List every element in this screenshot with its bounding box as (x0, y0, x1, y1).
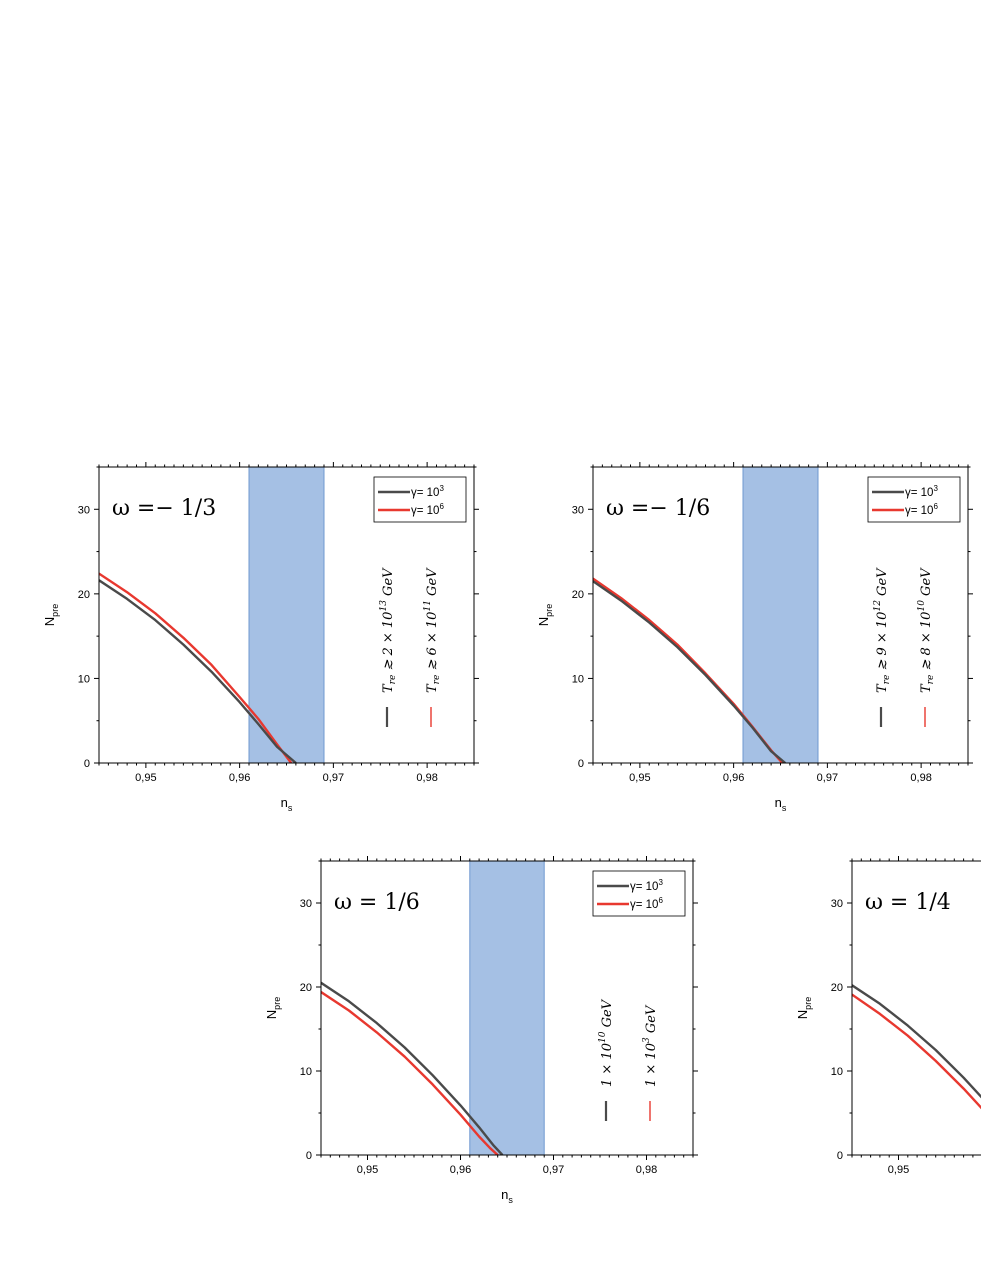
x-tick-label: 0,98 (416, 772, 437, 784)
chart-panel-bottom-left: 0,95 0,96 0,97 0,98 0 10 20 30 ns Npre ω = 1/6 γ= 1… (264, 856, 698, 1205)
y-axis-title: Npre (536, 604, 554, 626)
observational-band (469, 860, 545, 1156)
legend: γ= 103 γ= 106 (373, 476, 467, 523)
chart-panel-top-left: 0,95 0,96 0,97 0,98 0 10 20 30 ns Npre ω =− 1/3 γ= … (42, 462, 479, 813)
ticks (94, 462, 479, 768)
temperature-text: Tre ≳ 2 × 1013 GeV (379, 567, 398, 693)
legend-entry: γ= 106 (905, 502, 938, 517)
temperature-text: Tre ≳ 9 × 1012 GeV (873, 567, 892, 693)
series-line-gamma-1e3 (99, 579, 297, 763)
x-tick-label: 0,95 (135, 772, 156, 784)
x-axis-title: ns (775, 795, 787, 813)
y-tick-label: 0 (578, 758, 584, 770)
y-tick-label: 10 (572, 673, 584, 685)
y-axis-title: Npre (264, 997, 282, 1019)
y-axis-title: Npre (795, 997, 813, 1019)
ticks (847, 856, 974, 1160)
series-line-gamma-1e3 (321, 981, 504, 1155)
temperature-text: 1 × 103 GeV (642, 1004, 659, 1087)
omega-label: ω = 1/6 (334, 890, 420, 915)
legend-box (373, 476, 467, 523)
legend-entry: γ= 103 (905, 484, 938, 499)
observational-band (742, 466, 819, 764)
y-tick-label: 0 (84, 758, 90, 770)
y-tick-label: 20 (831, 982, 843, 994)
temperature-text: Tre ≳ 6 × 1011 GeV (423, 567, 442, 693)
temperature-text: 1 × 1010 GeV (598, 998, 615, 1087)
y-axis-title: Npre (42, 604, 60, 626)
legend-entry: γ= 103 (630, 878, 663, 893)
x-axis-title: ns (501, 1187, 513, 1205)
legend: γ= 103 γ= 106 (867, 476, 961, 523)
y-tick-label: 30 (831, 898, 843, 910)
chart-panel-top-right: 0,95 0,96 0,97 0,98 0 10 20 30 ns Npre ω =− 1/6 γ= … (536, 462, 973, 813)
temperature-annotation: Tre ≳ 9 × 1012 GeV (873, 567, 892, 727)
y-tick-label: 20 (78, 589, 90, 601)
legend-box (592, 870, 686, 917)
legend-entry: γ= 106 (411, 502, 444, 517)
ticks (588, 462, 973, 768)
y-tick-label: 10 (831, 1066, 843, 1078)
x-tick-label: 0,98 (910, 772, 931, 784)
legend-entry: γ= 103 (411, 484, 444, 499)
y-tick-label: 10 (78, 673, 90, 685)
temperature-annotation: 1 × 103 GeV (642, 1004, 659, 1121)
y-tick-label: 0 (306, 1150, 312, 1162)
y-tick-label: 30 (572, 504, 584, 516)
x-tick-label: 0,97 (323, 772, 344, 784)
legend-entry: γ= 106 (630, 896, 663, 911)
x-axis-title: ns (281, 795, 293, 813)
omega-label: ω =− 1/3 (112, 496, 216, 521)
temperature-annotation: Tre ≳ 8 × 1010 GeV (917, 567, 936, 727)
temperature-annotation: Tre ≳ 6 × 1011 GeV (423, 567, 442, 727)
temperature-text: Tre ≳ 8 × 1010 GeV (917, 567, 936, 693)
x-tick-label: 0,95 (888, 1164, 909, 1176)
series-line-gamma-1e6 (852, 993, 981, 1110)
series-line-gamma-1e3 (852, 984, 981, 1099)
x-tick-label: 0,95 (357, 1164, 378, 1176)
y-tick-label: 0 (837, 1150, 843, 1162)
x-tick-label: 0,96 (723, 772, 744, 784)
observational-band (248, 466, 325, 764)
y-tick-label: 20 (300, 982, 312, 994)
legend: γ= 103 γ= 106 (592, 870, 686, 917)
series-line-gamma-1e6 (321, 990, 499, 1155)
x-tick-label: 0,97 (543, 1164, 564, 1176)
x-tick-label: 0,95 (629, 772, 650, 784)
y-tick-label: 10 (300, 1066, 312, 1078)
x-tick-label: 0,98 (636, 1164, 657, 1176)
omega-label: ω =− 1/6 (606, 496, 710, 521)
x-tick-label: 0,96 (229, 772, 250, 784)
temperature-annotation: Tre ≳ 2 × 1013 GeV (379, 567, 398, 727)
x-tick-label: 0,97 (817, 772, 838, 784)
x-tick-label: 0,96 (450, 1164, 471, 1176)
ticks (316, 856, 698, 1160)
chart-panel-bottom-right: 0,950,960,970,980102030Npreω = 1/4 (795, 856, 981, 1176)
axes-frame (851, 860, 981, 1156)
temperature-annotation: 1 × 1010 GeV (598, 998, 615, 1121)
y-tick-label: 30 (300, 898, 312, 910)
y-tick-label: 20 (572, 589, 584, 601)
series-line-gamma-1e6 (99, 572, 293, 763)
y-tick-label: 30 (78, 504, 90, 516)
legend-box (867, 476, 961, 523)
omega-label: ω = 1/4 (865, 890, 951, 915)
series-line-gamma-1e3 (593, 580, 786, 763)
panels-group: 0,95 0,96 0,97 0,98 0 10 20 30 ns Npre ω =− 1/3 γ= … (42, 462, 981, 1205)
